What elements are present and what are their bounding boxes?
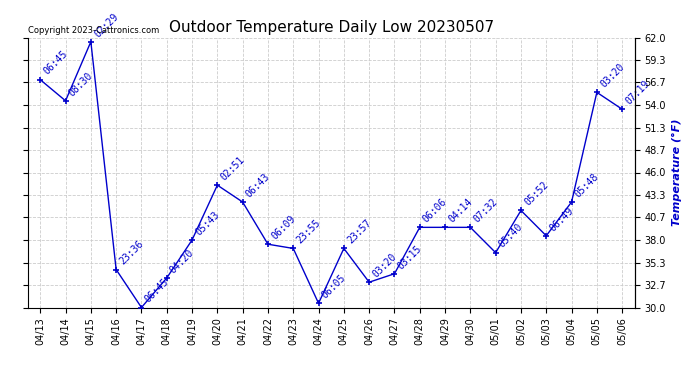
Text: 04:14: 04:14 xyxy=(446,197,474,225)
Text: 04:20: 04:20 xyxy=(168,248,196,275)
Text: 05:52: 05:52 xyxy=(522,180,550,208)
Text: 03:15: 03:15 xyxy=(396,243,424,271)
Text: 23:55: 23:55 xyxy=(295,218,322,246)
Text: 08:30: 08:30 xyxy=(67,70,95,98)
Text: 02:51: 02:51 xyxy=(219,154,246,182)
Text: Copyright 2023-Cattronics.com: Copyright 2023-Cattronics.com xyxy=(28,26,159,35)
Text: 06:45: 06:45 xyxy=(41,49,70,77)
Title: Outdoor Temperature Daily Low 20230507: Outdoor Temperature Daily Low 20230507 xyxy=(168,20,494,35)
Text: 03:20: 03:20 xyxy=(598,62,626,90)
Text: 06:45: 06:45 xyxy=(143,277,170,305)
Text: 06:06: 06:06 xyxy=(421,197,449,225)
Text: 05:40: 05:40 xyxy=(497,222,525,250)
Text: 06:43: 06:43 xyxy=(244,171,272,199)
Text: 03:20: 03:20 xyxy=(371,252,398,279)
Text: 05:48: 05:48 xyxy=(573,171,601,199)
Text: 23:57: 23:57 xyxy=(345,218,373,246)
Text: 07:19: 07:19 xyxy=(624,79,651,106)
Text: 23:36: 23:36 xyxy=(117,239,146,267)
Y-axis label: Temperature (°F): Temperature (°F) xyxy=(671,119,682,226)
Text: 06:05: 06:05 xyxy=(320,273,348,300)
Text: 07:32: 07:32 xyxy=(472,197,500,225)
Text: 06:49: 06:49 xyxy=(548,205,575,233)
Text: 06:09: 06:09 xyxy=(269,214,297,242)
Text: 02:29: 02:29 xyxy=(92,11,120,39)
Text: 05:43: 05:43 xyxy=(193,209,221,237)
